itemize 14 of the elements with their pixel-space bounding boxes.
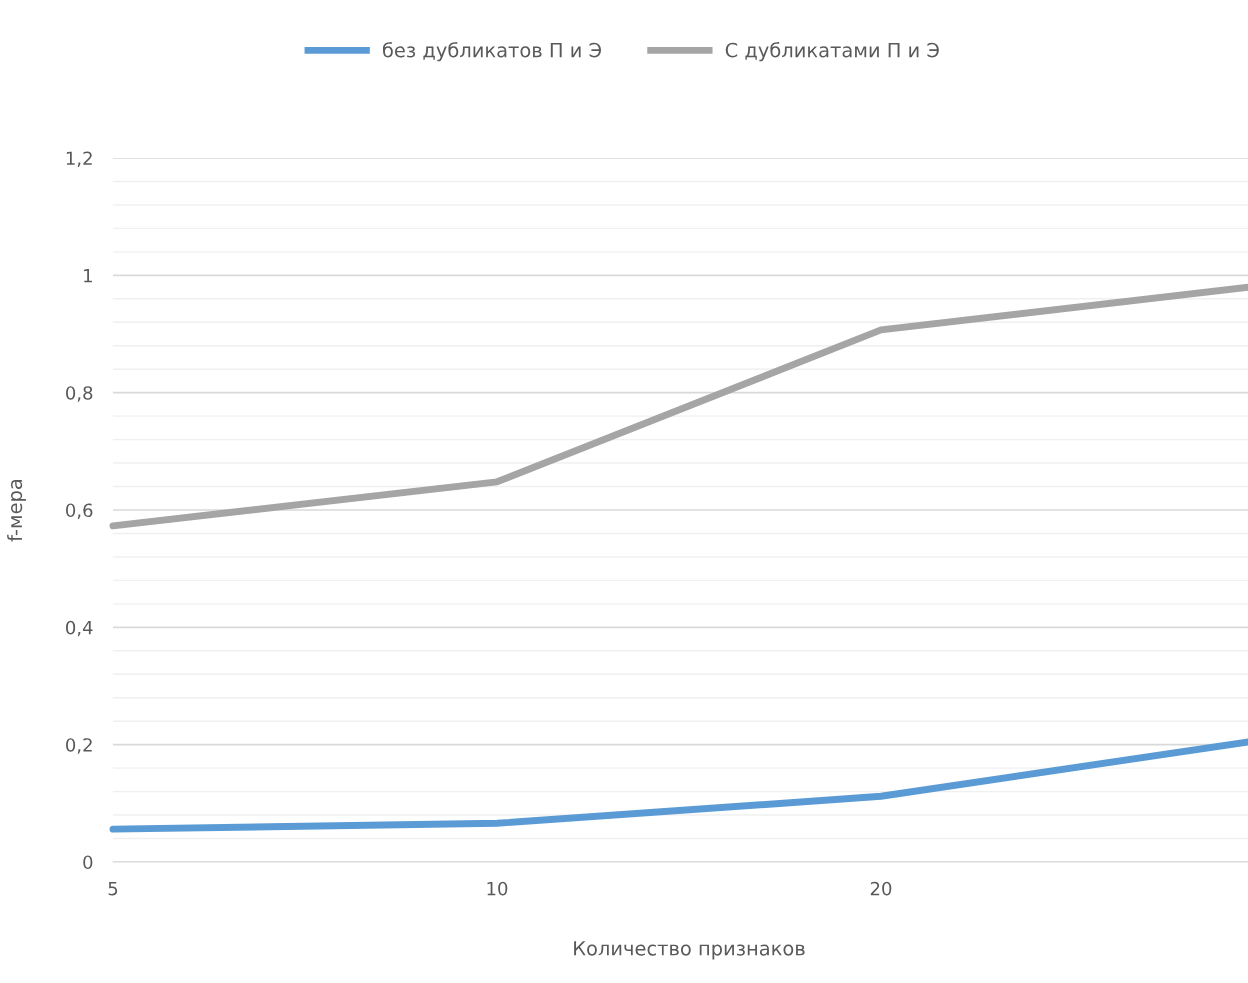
y-tick-label: 0,6 bbox=[66, 503, 93, 519]
x-axis-title: Количество признаков bbox=[574, 941, 805, 960]
x-tick-label: 20 bbox=[870, 881, 892, 896]
x-tick-label: 5 bbox=[108, 882, 118, 896]
y-axis-title: f-мера bbox=[7, 479, 26, 542]
y-tick-label: 0,8 bbox=[66, 386, 93, 402]
legend-label: С дубликатами П и Э bbox=[725, 42, 939, 62]
y-tick-label: 0 bbox=[83, 855, 93, 870]
y-tick-label: 1,2 bbox=[66, 151, 92, 167]
legend-label: без дубликатов П и Э bbox=[382, 42, 602, 62]
x-tick-label: 10 bbox=[487, 881, 508, 896]
y-tick-label: 0,2 bbox=[66, 738, 92, 754]
y-tick-label: 1 bbox=[84, 269, 92, 283]
y-tick-label: 0,4 bbox=[66, 620, 93, 637]
